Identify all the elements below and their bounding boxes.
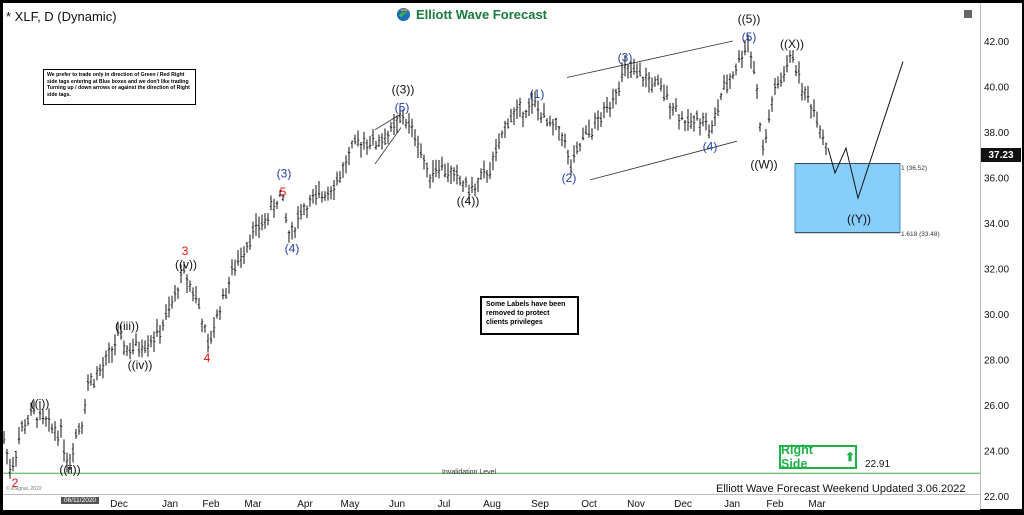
wave-label: 4 (204, 351, 211, 365)
invalidation-value: 22.91 (865, 459, 891, 470)
wave-label: (3) (277, 167, 292, 181)
chart-title: * XLF, D (Dynamic) (6, 9, 117, 24)
footer-updated: Elliott Wave Forecast Weekend Updated 3.… (716, 483, 966, 495)
wave-label: (4) (285, 242, 300, 256)
x-axis-panel: Dec Jan Feb Mar Apr May Jun Jul Aug Sep Oct Nov Dec J… (3, 494, 980, 510)
y-tick-label: 28.00 (984, 355, 1009, 366)
x-tick-label: Mar (244, 499, 262, 510)
ohlc-bars (2, 34, 828, 479)
x-tick-label: Feb (766, 499, 784, 510)
x-tick-label: Aug (483, 499, 501, 510)
wave-label: (2) (562, 171, 577, 185)
wave-label: ((i)) (31, 397, 50, 411)
x-tick-label: Dec (674, 499, 692, 510)
y-axis: 22.00 24.00 26.00 28.00 30.00 32.00 34.00 36.00… (984, 37, 1009, 503)
wave-label: ((Y)) (847, 212, 871, 226)
y-axis-panel: 22.00 24.00 26.00 28.00 30.00 32.00 34.00 36.00… (980, 3, 1022, 509)
wave-label: (3) (618, 51, 633, 65)
y-tick-label: 34.00 (984, 219, 1009, 230)
x-tick-label: May (341, 499, 360, 510)
wave-label: ((v)) (175, 258, 197, 272)
fib-level-1: 1 (36.52) (901, 165, 928, 172)
wave-label: ((4)) (457, 194, 480, 208)
wave-label: (5) (395, 101, 410, 115)
fib-level-1618: 1.618 (33.48) (901, 231, 940, 238)
wave-label: ((W)) (750, 158, 777, 172)
logo: Elliott Wave Forecast (396, 7, 547, 22)
panel-menu-icon[interactable] (964, 10, 972, 18)
x-tick-label: Feb (202, 499, 220, 510)
x-tick-label: Oct (581, 499, 597, 510)
invalidation-label: Invalidation Level (442, 469, 497, 476)
right-side-tag: Right Side ⬆ (779, 443, 857, 471)
labels-removed-note: Some Labels have been removed to protect… (480, 296, 579, 335)
wave-label: 5 (280, 185, 287, 199)
logo-text: Elliott Wave Forecast (416, 7, 547, 22)
y-tick-label: 24.00 (984, 446, 1009, 457)
arrow-up-icon: ⬆ (844, 450, 855, 464)
wave-label: ((3)) (392, 82, 415, 96)
x-tick-label: Sep (531, 499, 549, 510)
wave-label: ((5)) (738, 12, 761, 26)
wave-label: (1) (530, 87, 545, 101)
y-tick-label: 42.00 (984, 37, 1009, 48)
x-tick-label: Mar (808, 499, 826, 510)
date-tag: 06/11/2020 (61, 497, 100, 504)
y-tick-label: 22.00 (984, 492, 1009, 503)
logo-globe-icon (396, 7, 411, 22)
projection-path (827, 61, 904, 200)
x-tick-label: Apr (297, 499, 313, 510)
esignal-credit: © eSignal, 2022 (6, 486, 42, 492)
y-tick-label: 32.00 (984, 264, 1009, 275)
x-tick-label: Jun (389, 499, 405, 510)
wedge-lower (374, 127, 402, 165)
wave-label: ((iii)) (115, 319, 139, 333)
x-tick-label: Dec (110, 499, 128, 510)
y-tick-label: 26.00 (984, 401, 1009, 412)
right-side-label: Right Side (781, 443, 813, 471)
y-tick-label: 36.00 (984, 173, 1009, 184)
wave-label: ((X)) (780, 37, 804, 51)
wave-label: ((ii)) (59, 463, 80, 477)
x-tick-label: Nov (627, 499, 645, 510)
x-tick-label: Jan (162, 499, 178, 510)
price-chart[interactable]: ((i)) ((ii)) ((iii)) ((iv)) ((v))3 4 2 (3) 5 (4) (… (2, 3, 980, 494)
channel-upper (566, 40, 734, 78)
wave-label: 3 (182, 244, 189, 258)
y-tick-label: 38.00 (984, 128, 1009, 139)
current-price-badge: 37.23 (981, 148, 1021, 162)
trading-note: We prefer to trade only in direction of … (43, 69, 196, 105)
x-axis: Dec Jan Feb Mar Apr May Jun Jul Aug Sep Oct Nov Dec J… (110, 499, 826, 510)
wave-label: 2 (12, 476, 19, 490)
x-tick-label: Jul (438, 499, 451, 510)
wave-label: (5) (742, 30, 757, 44)
wave-label: (4) (703, 139, 718, 153)
y-tick-label: 40.00 (984, 82, 1009, 93)
y-tick-label: 30.00 (984, 310, 1009, 321)
x-tick-label: Jan (724, 499, 740, 510)
blue-box-area (794, 162, 901, 234)
channel-lower (589, 140, 738, 181)
wave-label: ((iv)) (128, 358, 153, 372)
